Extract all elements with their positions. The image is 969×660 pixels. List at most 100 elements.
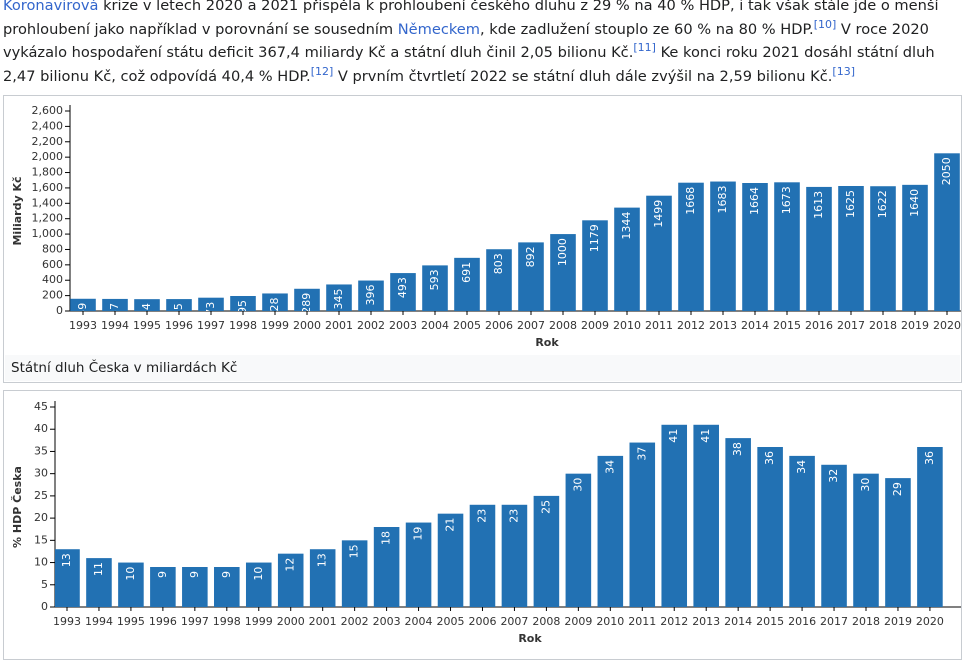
reference[interactable]: [12] (310, 64, 334, 78)
x-tick-label: 2011 (628, 615, 656, 628)
x-tick-label: 2014 (724, 615, 752, 628)
x-tick-label: 2004 (421, 319, 449, 332)
data-label: 34 (603, 460, 616, 474)
bar (166, 299, 192, 311)
data-label: 1622 (876, 190, 889, 218)
x-tick-label: 2005 (453, 319, 481, 332)
data-label: 23 (507, 509, 520, 523)
y-tick-label: 1,000 (32, 227, 64, 240)
data-label: 1673 (780, 186, 793, 214)
link[interactable]: Koronavirová (3, 0, 99, 14)
reference[interactable]: [13] (832, 64, 855, 78)
bar (214, 567, 240, 607)
x-tick-label: 2017 (837, 319, 865, 332)
x-tick-label: 2003 (389, 319, 417, 332)
x-tick-label: 2018 (852, 615, 880, 628)
x-tick-label: 1996 (149, 615, 177, 628)
x-tick-label: 2008 (549, 319, 577, 332)
data-label: 1664 (748, 187, 761, 215)
x-axis-label: Rok (518, 632, 542, 645)
data-label: 32 (827, 469, 840, 483)
bar (70, 298, 96, 311)
chart: 0 5 10 15 20 25 30 35 40 45 % HDP Česka Rok 13 11 10 9 9… (11, 400, 961, 645)
data-label: 38 (731, 442, 744, 456)
x-axis-label: Rok (535, 336, 559, 349)
bar (102, 298, 128, 311)
data-label: 1613 (812, 191, 825, 219)
x-tick-label: 1995 (133, 319, 161, 332)
data-label: 41 (667, 429, 680, 443)
y-tick-label: 10 (34, 556, 48, 569)
data-label: 173 (204, 302, 217, 323)
x-tick-label: 2010 (613, 319, 641, 332)
data-label: 21 (444, 518, 457, 532)
bar (326, 284, 352, 311)
y-tick-label: 1,800 (32, 166, 64, 179)
x-tick-label: 2000 (293, 319, 321, 332)
y-tick-label: 30 (34, 467, 48, 480)
data-label: 195 (236, 300, 249, 321)
reference[interactable]: [11] (633, 41, 656, 55)
x-tick-label: 2003 (373, 615, 401, 628)
bar (294, 288, 320, 311)
x-tick-label: 2008 (532, 615, 560, 628)
data-label: 2050 (940, 157, 953, 185)
data-label: 228 (268, 297, 281, 318)
bar (725, 438, 751, 607)
y-tick-label: 2,200 (32, 135, 64, 148)
bar (614, 207, 640, 311)
caption: Státní dluh Česka v miliardách Kč (5, 355, 960, 381)
y-tick-label: 200 (42, 289, 63, 302)
data-label: 11 (92, 562, 105, 576)
data-label: 10 (124, 567, 137, 581)
data-label: 9 (156, 571, 169, 578)
x-tick-label: 1997 (181, 615, 209, 628)
bar (245, 562, 272, 607)
x-tick-label: 2000 (277, 615, 305, 628)
data-label: 289 (300, 293, 313, 314)
x-tick-label: 2013 (692, 615, 720, 628)
text: krize v letech 2020 a 2021 přispěla k pr… (3, 0, 939, 38)
x-tick-label: 2001 (309, 615, 337, 628)
x-tick-label: 1998 (229, 319, 257, 332)
bar (582, 220, 608, 311)
data-label: 36 (923, 451, 936, 465)
x-tick-label: 2007 (500, 615, 528, 628)
bar (629, 442, 656, 607)
plot: 13 11 10 9 9 9 10 12 13 15 18 19 21 23 23 25 30 34 37 41 41 3… (55, 424, 943, 607)
bar (774, 182, 800, 311)
y-tick-label: 800 (42, 242, 63, 255)
y-tick-label: 20 (34, 511, 48, 524)
x-tick-label: 2013 (709, 319, 737, 332)
data-label: 593 (428, 269, 441, 290)
paragraph: Koronavirová krize v letech 2020 a 2021 … (3, 0, 965, 88)
x-tick-label: 2005 (437, 615, 465, 628)
chart: 0 200 400 600 800 1,000 1,200 1,400 1,600 1,800 2,… (11, 104, 961, 349)
bar (693, 424, 719, 607)
bar (902, 184, 928, 311)
bar (501, 504, 528, 607)
reference[interactable]: [10] (813, 17, 837, 31)
y-tick-label: 40 (34, 422, 48, 435)
bar (55, 549, 80, 607)
data-label: 1640 (908, 189, 921, 217)
data-label: 34 (795, 460, 808, 474)
x-tick-label: 2007 (517, 319, 545, 332)
bar (789, 455, 815, 607)
link[interactable]: Německem (397, 20, 481, 38)
data-label: 9 (188, 571, 201, 578)
text: V roce 2020 vykázalo hospodaření státu d… (3, 20, 929, 62)
data-label: 19 (412, 527, 425, 541)
x-tick-label: 1994 (101, 319, 129, 332)
bar (150, 567, 176, 607)
data-label: 1179 (588, 224, 601, 252)
data-label: 396 (364, 285, 377, 306)
x-tick-label: 1995 (117, 615, 145, 628)
x-tick-label: 1993 (69, 319, 97, 332)
data-label: 1683 (716, 186, 729, 214)
bar (277, 553, 304, 607)
x-tick-label: 1999 (245, 615, 273, 628)
bar (678, 182, 704, 311)
x-tick-label: 1997 (197, 319, 225, 332)
bar (486, 249, 512, 311)
